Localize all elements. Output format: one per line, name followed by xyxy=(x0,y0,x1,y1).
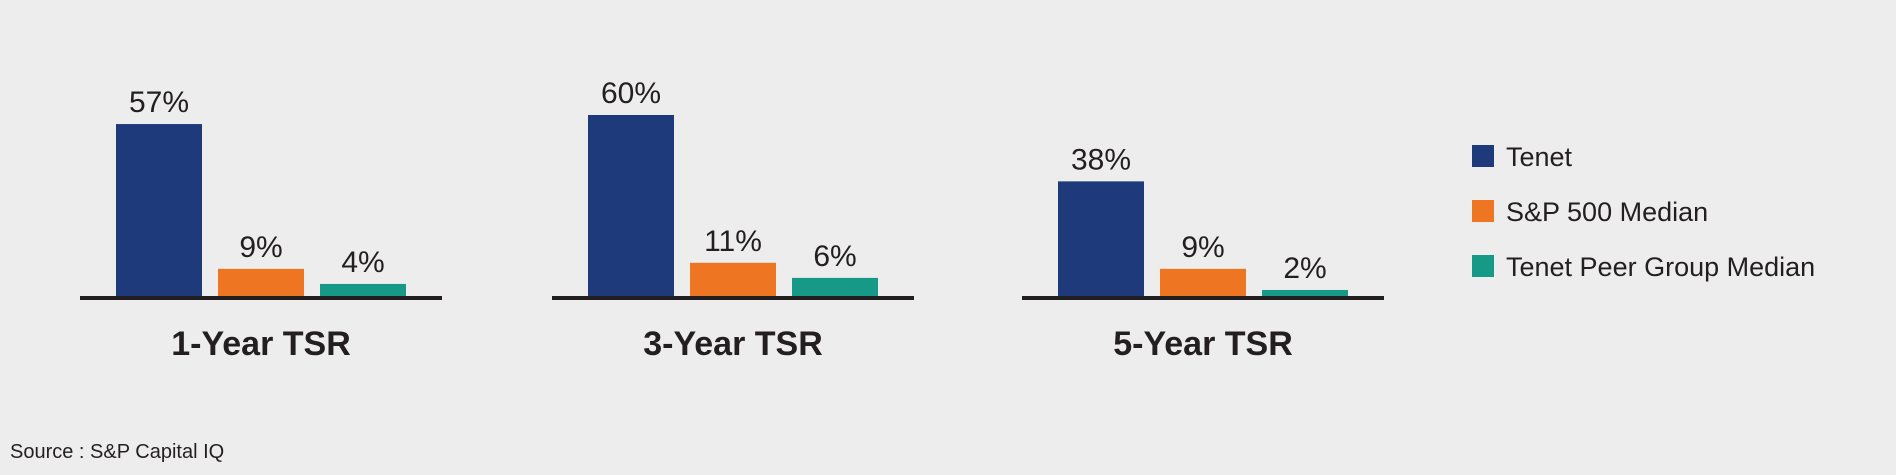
legend-item-tenet: Tenet xyxy=(1472,142,1573,172)
bar-s-p-500-median-1-year-tsr xyxy=(218,268,304,296)
legend-label-s-p-500-median: S&P 500 Median xyxy=(1506,197,1708,227)
bar-tenet-peer-group-median-3-year-tsr xyxy=(792,277,878,296)
bar-tenet-5-year-tsr xyxy=(1058,181,1144,296)
group-3-year-tsr: 60% 11% 6% 3-Year TSR xyxy=(552,77,914,363)
source-note: Source : S&P Capital IQ xyxy=(10,441,224,463)
legend-swatch-tenet xyxy=(1472,145,1494,167)
bar-tenet-peer-group-median-5-year-tsr xyxy=(1262,289,1348,296)
data-label-tenet-5-year-tsr: 38% xyxy=(1071,143,1131,176)
category-label-3-year-tsr: 3-Year TSR xyxy=(643,325,823,363)
bar-tenet-peer-group-median-1-year-tsr xyxy=(320,283,406,296)
data-label-tenet-peer-group-median-5-year-tsr: 2% xyxy=(1283,252,1326,285)
bar-tenet-3-year-tsr xyxy=(588,115,674,296)
group-5-year-tsr: 38% 9% 2% 5-Year TSR xyxy=(1022,143,1384,363)
data-label-tenet-peer-group-median-3-year-tsr: 6% xyxy=(813,240,856,273)
legend-swatch-s-p-500-median xyxy=(1472,200,1494,222)
legend-label-tenet-peer-group-median: Tenet Peer Group Median xyxy=(1506,252,1815,282)
legend: Tenet S&P 500 Median Tenet Peer Group Medi… xyxy=(1472,142,1815,282)
legend-item-tenet-peer-group-median: Tenet Peer Group Median xyxy=(1472,252,1815,282)
bar-s-p-500-median-3-year-tsr xyxy=(690,262,776,296)
group-1-year-tsr: 57% 9% 4% 1-Year TSR xyxy=(80,86,442,363)
bar-s-p-500-median-5-year-tsr xyxy=(1160,268,1246,296)
legend-swatch-tenet-peer-group-median xyxy=(1472,255,1494,277)
category-label-5-year-tsr: 5-Year TSR xyxy=(1113,325,1293,363)
legend-label-tenet: Tenet xyxy=(1506,142,1573,172)
data-label-s-p-500-median-1-year-tsr: 9% xyxy=(239,231,282,264)
category-label-1-year-tsr: 1-Year TSR xyxy=(171,325,351,363)
legend-item-s-p-500-median: S&P 500 Median xyxy=(1472,197,1708,227)
data-label-s-p-500-median-3-year-tsr: 11% xyxy=(704,225,762,258)
data-label-tenet-3-year-tsr: 60% xyxy=(601,77,661,110)
bar-groups: 57% 9% 4% 1-Year TSR 60% 11% 6% 3-Year TSR 38% 9%… xyxy=(80,77,1384,363)
data-label-s-p-500-median-5-year-tsr: 9% xyxy=(1181,231,1224,264)
data-label-tenet-peer-group-median-1-year-tsr: 4% xyxy=(341,246,384,279)
bar-tenet-1-year-tsr xyxy=(116,124,202,296)
data-label-tenet-1-year-tsr: 57% xyxy=(129,86,189,119)
